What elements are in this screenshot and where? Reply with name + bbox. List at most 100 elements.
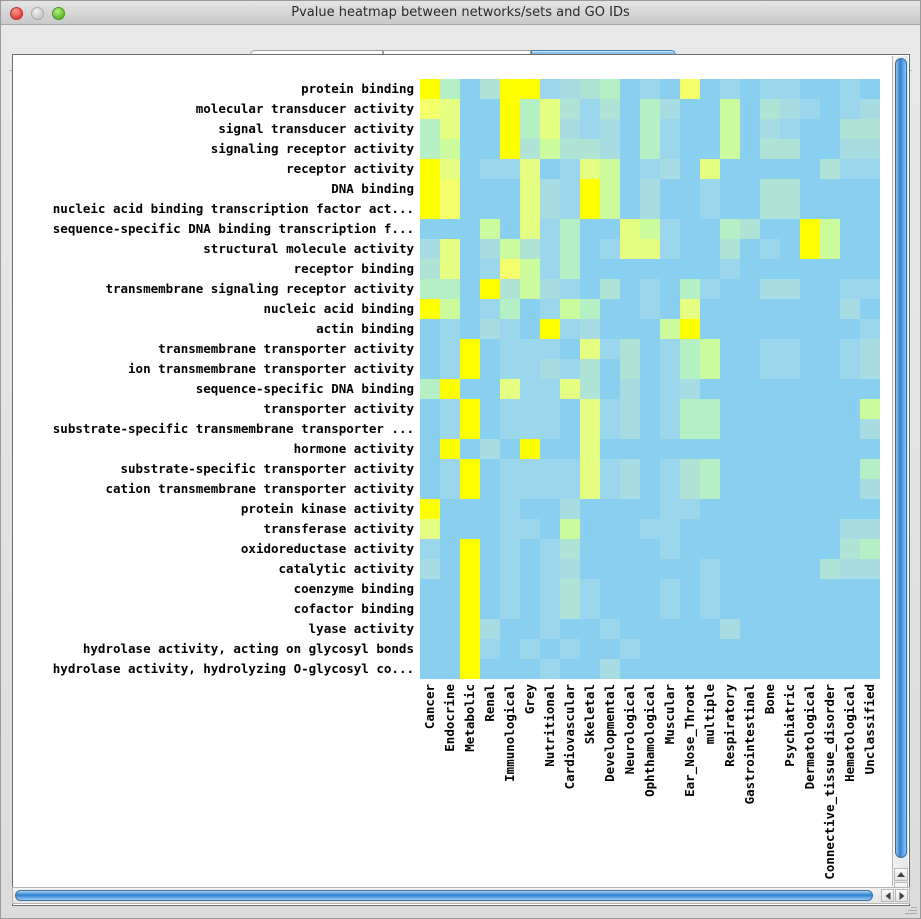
heatmap-cell[interactable] bbox=[760, 539, 780, 559]
heatmap-cell[interactable] bbox=[520, 559, 540, 579]
heatmap-cell[interactable] bbox=[760, 439, 780, 459]
heatmap-cell[interactable] bbox=[760, 639, 780, 659]
heatmap-cell[interactable] bbox=[720, 499, 740, 519]
heatmap-cell[interactable] bbox=[500, 499, 520, 519]
heatmap-cell[interactable] bbox=[440, 499, 460, 519]
heatmap-cell[interactable] bbox=[760, 239, 780, 259]
heatmap-cell[interactable] bbox=[740, 279, 760, 299]
heatmap-cell[interactable] bbox=[680, 139, 700, 159]
heatmap-cell[interactable] bbox=[740, 479, 760, 499]
heatmap-cell[interactable] bbox=[740, 539, 760, 559]
heatmap-cell[interactable] bbox=[800, 399, 820, 419]
heatmap-cell[interactable] bbox=[520, 139, 540, 159]
heatmap-cell[interactable] bbox=[480, 419, 500, 439]
heatmap-cell[interactable] bbox=[500, 659, 520, 679]
heatmap-cell[interactable] bbox=[500, 359, 520, 379]
heatmap-cell[interactable] bbox=[420, 539, 440, 559]
heatmap-cell[interactable] bbox=[820, 579, 840, 599]
heatmap-cell[interactable] bbox=[800, 539, 820, 559]
heatmap-cell[interactable] bbox=[800, 599, 820, 619]
heatmap-cell[interactable] bbox=[860, 319, 880, 339]
heatmap-cell[interactable] bbox=[560, 219, 580, 239]
heatmap-cell[interactable] bbox=[700, 119, 720, 139]
heatmap-cell[interactable] bbox=[640, 539, 660, 559]
heatmap-cell[interactable] bbox=[560, 499, 580, 519]
heatmap-cell[interactable] bbox=[820, 619, 840, 639]
heatmap-cell[interactable] bbox=[680, 259, 700, 279]
heatmap-cell[interactable] bbox=[520, 519, 540, 539]
heatmap-cell[interactable] bbox=[600, 299, 620, 319]
heatmap-cell[interactable] bbox=[680, 359, 700, 379]
heatmap-cell[interactable] bbox=[440, 479, 460, 499]
heatmap-cell[interactable] bbox=[700, 379, 720, 399]
heatmap-cell[interactable] bbox=[440, 299, 460, 319]
heatmap-cell[interactable] bbox=[440, 199, 460, 219]
heatmap-cell[interactable] bbox=[480, 539, 500, 559]
heatmap-cell[interactable] bbox=[860, 79, 880, 99]
heatmap-cell[interactable] bbox=[740, 459, 760, 479]
heatmap-cell[interactable] bbox=[740, 399, 760, 419]
heatmap-cell[interactable] bbox=[800, 559, 820, 579]
heatmap-cell[interactable] bbox=[540, 159, 560, 179]
heatmap-cell[interactable] bbox=[500, 199, 520, 219]
heatmap-cell[interactable] bbox=[480, 459, 500, 479]
heatmap-cell[interactable] bbox=[620, 299, 640, 319]
heatmap-cell[interactable] bbox=[560, 379, 580, 399]
heatmap-cell[interactable] bbox=[740, 199, 760, 219]
heatmap-cell[interactable] bbox=[500, 539, 520, 559]
heatmap-cell[interactable] bbox=[600, 419, 620, 439]
heatmap-cell[interactable] bbox=[480, 119, 500, 139]
heatmap-cell[interactable] bbox=[680, 239, 700, 259]
heatmap-cell[interactable] bbox=[580, 479, 600, 499]
heatmap-cell[interactable] bbox=[440, 139, 460, 159]
heatmap-cell[interactable] bbox=[540, 279, 560, 299]
heatmap-cell[interactable] bbox=[820, 259, 840, 279]
heatmap-cell[interactable] bbox=[600, 279, 620, 299]
heatmap-cell[interactable] bbox=[600, 79, 620, 99]
heatmap-cell[interactable] bbox=[660, 479, 680, 499]
heatmap-cell[interactable] bbox=[480, 259, 500, 279]
heatmap-cell[interactable] bbox=[660, 99, 680, 119]
heatmap-cell[interactable] bbox=[680, 499, 700, 519]
heatmap-cell[interactable] bbox=[660, 419, 680, 439]
heatmap-cell[interactable] bbox=[840, 519, 860, 539]
heatmap-cell[interactable] bbox=[420, 499, 440, 519]
heatmap-cell[interactable] bbox=[500, 519, 520, 539]
heatmap-cell[interactable] bbox=[820, 139, 840, 159]
heatmap-cell[interactable] bbox=[600, 579, 620, 599]
heatmap-cell[interactable] bbox=[700, 519, 720, 539]
heatmap-cell[interactable] bbox=[660, 459, 680, 479]
heatmap-cell[interactable] bbox=[740, 419, 760, 439]
heatmap-cell[interactable] bbox=[720, 239, 740, 259]
heatmap-cell[interactable] bbox=[840, 379, 860, 399]
heatmap-cell[interactable] bbox=[500, 459, 520, 479]
heatmap-cell[interactable] bbox=[580, 619, 600, 639]
scroll-left-button[interactable] bbox=[881, 889, 894, 902]
heatmap-cell[interactable] bbox=[860, 179, 880, 199]
heatmap-cell[interactable] bbox=[440, 319, 460, 339]
heatmap-cell[interactable] bbox=[520, 119, 540, 139]
heatmap-cell[interactable] bbox=[460, 439, 480, 459]
heatmap-cell[interactable] bbox=[860, 639, 880, 659]
heatmap-cell[interactable] bbox=[540, 579, 560, 599]
heatmap-cell[interactable] bbox=[700, 159, 720, 179]
heatmap-cell[interactable] bbox=[420, 479, 440, 499]
heatmap-cell[interactable] bbox=[820, 499, 840, 519]
heatmap-cell[interactable] bbox=[560, 119, 580, 139]
heatmap-cell[interactable] bbox=[640, 459, 660, 479]
heatmap-cell[interactable] bbox=[440, 439, 460, 459]
heatmap-cell[interactable] bbox=[500, 599, 520, 619]
heatmap-cell[interactable] bbox=[520, 499, 540, 519]
heatmap-cell[interactable] bbox=[840, 99, 860, 119]
heatmap-cell[interactable] bbox=[500, 179, 520, 199]
heatmap-cell[interactable] bbox=[520, 419, 540, 439]
heatmap-cell[interactable] bbox=[580, 259, 600, 279]
heatmap-cell[interactable] bbox=[840, 319, 860, 339]
heatmap-cell[interactable] bbox=[800, 139, 820, 159]
heatmap-cell[interactable] bbox=[680, 579, 700, 599]
heatmap-cell[interactable] bbox=[640, 339, 660, 359]
heatmap-cell[interactable] bbox=[760, 359, 780, 379]
heatmap-cell[interactable] bbox=[640, 599, 660, 619]
heatmap-cell[interactable] bbox=[640, 299, 660, 319]
heatmap-cell[interactable] bbox=[820, 159, 840, 179]
